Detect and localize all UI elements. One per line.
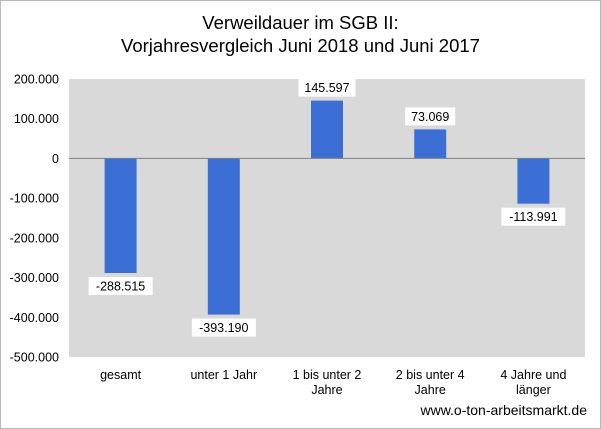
data-label: -113.991 — [501, 207, 566, 226]
data-label: -288.515 — [88, 277, 153, 296]
chart-title-line2: Vorjahresvergleich Juni 2018 und Juni 20… — [121, 35, 480, 56]
x-tick-label: 4 Jahre und — [500, 368, 566, 382]
x-tick-label: länger — [516, 383, 551, 397]
data-label: -393.190 — [191, 318, 256, 337]
x-tick-label: Jahre — [311, 383, 342, 397]
data-label-box — [191, 318, 256, 337]
bar — [104, 158, 137, 274]
y-tick-label: -100.000 — [10, 192, 59, 206]
data-label-box — [298, 78, 356, 97]
x-tick-label: unter 1 Jahr — [190, 368, 257, 382]
data-labels: -288.515 -393.190 145.597 73.069 -113.991 — [88, 78, 566, 337]
data-label-box — [88, 277, 153, 296]
y-tick-label: 200.000 — [14, 73, 59, 87]
data-label-text: -393.190 — [199, 321, 248, 335]
x-tick-label: 2 bis unter 4 — [396, 368, 465, 382]
y-tick-label: -200.000 — [10, 231, 59, 245]
bars — [104, 100, 550, 315]
data-label-text: 145.597 — [304, 81, 349, 95]
source-credit: www.o-ton-arbeitsmarkt.de — [420, 402, 587, 418]
data-label-text: 73.069 — [411, 110, 449, 124]
data-label: 145.597 — [298, 78, 356, 97]
y-tick-label: -400.000 — [10, 311, 59, 325]
bar — [207, 158, 240, 315]
y-tick-label: -500.000 — [10, 351, 59, 365]
bar — [414, 129, 447, 159]
y-tick-label: 100.000 — [14, 112, 59, 126]
data-label-box — [405, 107, 456, 126]
data-label-text: -113.991 — [509, 210, 557, 224]
bar — [311, 100, 343, 159]
bar — [517, 158, 550, 204]
chart-title-line1: Verweildauer im SGB II: — [202, 12, 399, 33]
data-label: 73.069 — [405, 107, 456, 126]
y-tick-label: -300.000 — [10, 271, 59, 285]
x-tick-label: 1 bis unter 2 — [293, 368, 362, 382]
data-label-text: -288.515 — [96, 280, 145, 294]
y-axis: 200.000 100.000 0 -100.000 -200.000 -300.000 -… — [10, 73, 59, 365]
data-label-box — [501, 207, 566, 226]
x-tick-label: Jahre — [415, 383, 446, 397]
x-tick-label: gesamt — [100, 368, 142, 382]
y-tick-label: 0 — [52, 152, 59, 166]
